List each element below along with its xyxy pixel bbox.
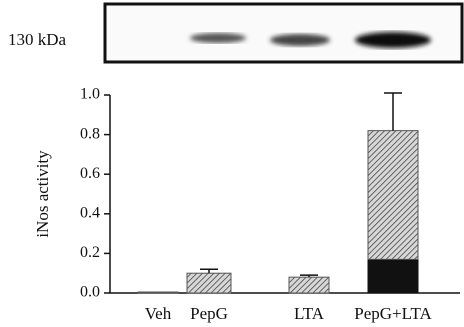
y-axis-label: iNos activity — [33, 150, 52, 238]
x-tick-label: PepG+LTA — [354, 304, 432, 323]
x-tick-label: LTA — [294, 304, 325, 323]
y-tick-label: 0.8 — [80, 125, 100, 142]
y-tick-label: 0.0 — [80, 284, 100, 301]
y-tick-label: 1.0 — [80, 86, 100, 103]
blot-label: 130 kDa — [8, 30, 67, 49]
x-tick-label: PepG — [190, 304, 228, 323]
y-tick-label: 0.2 — [80, 244, 100, 261]
error-bar — [200, 269, 218, 273]
error-bar — [384, 93, 402, 131]
y-tick-label: 0.6 — [80, 165, 100, 182]
x-tick-label: Veh — [145, 304, 172, 323]
figure: 130 kDa iNos activity 0.0 0.2 0.4 0.6 0.8 1.0… — [0, 0, 464, 327]
bar-segment — [138, 292, 178, 293]
bar-segment — [368, 131, 418, 260]
bar-segment — [289, 277, 329, 293]
y-tick-label: 0.4 — [80, 204, 100, 221]
bar-segment — [187, 273, 231, 293]
bar-segment — [368, 259, 418, 293]
western-blot — [105, 4, 462, 62]
